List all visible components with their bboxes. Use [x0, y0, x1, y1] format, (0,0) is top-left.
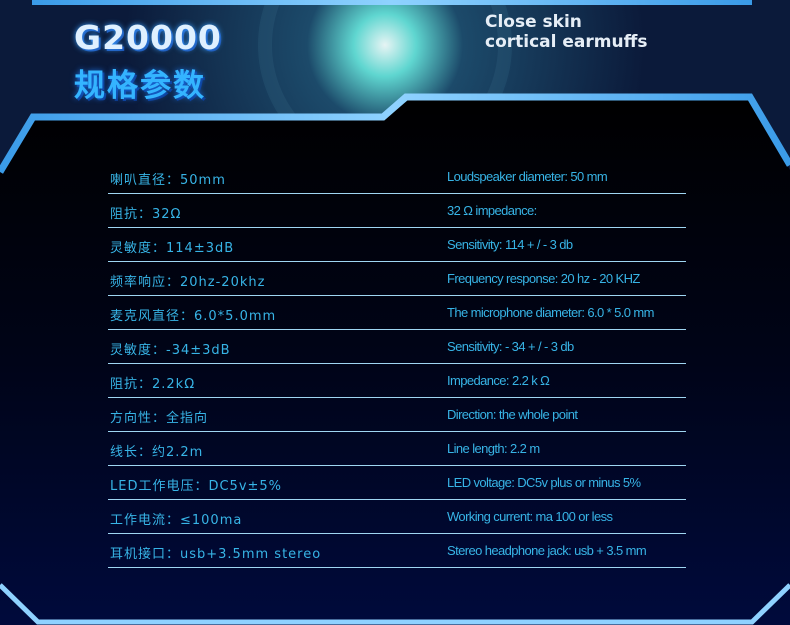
spec-en: Sensitivity: - 34 + / - 3 db — [447, 339, 574, 354]
spec-en: Impedance: 2.2 k Ω — [447, 373, 550, 388]
spec-en: LED voltage: DC5v plus or minus 5% — [447, 475, 641, 490]
spec-row: 工作电流：≤100ma Working current: ma 100 or le… — [108, 500, 686, 534]
spec-row: 阻抗：32Ω 32 Ω impedance: — [108, 194, 686, 228]
spec-en: Direction: the whole point — [447, 407, 578, 422]
spec-row: 方向性：全指向 Direction: the whole point — [108, 398, 686, 432]
spec-row: 线长：约2.2m Line length: 2.2 m — [108, 432, 686, 466]
tagline: Close skin cortical earmuffs — [485, 12, 647, 52]
spec-title: 规格参数 — [74, 68, 206, 104]
spec-en: Working current: ma 100 or less — [447, 509, 613, 524]
spec-row: LED工作电压：DC5v±5% LED voltage: DC5v plus o… — [108, 466, 686, 500]
spec-en: Frequency response: 20 hz - 20 KHZ — [447, 271, 640, 286]
spec-row: 喇叭直径：50mm Loudspeaker diameter: 50 mm — [108, 160, 686, 194]
spec-cn: 耳机接口：usb+3.5mm stereo — [110, 547, 322, 562]
spec-table: 喇叭直径：50mm Loudspeaker diameter: 50 mm 阻抗：3… — [108, 160, 686, 568]
spec-cn: 灵敏度：114±3dB — [110, 241, 235, 256]
spec-cn: 喇叭直径：50mm — [110, 173, 226, 188]
spec-row: 频率响应：20hz-20khz Frequency response: 20 hz… — [108, 262, 686, 296]
spec-cn: 阻抗：32Ω — [110, 207, 182, 222]
tagline-line-1: Close skin — [485, 12, 582, 32]
spec-row: 麦克风直径：6.0*5.0mm The microphone diameter: … — [108, 296, 686, 330]
spec-cn: 麦克风直径：6.0*5.0mm — [110, 309, 277, 324]
spec-en: Stereo headphone jack: usb + 3.5 mm — [447, 543, 647, 558]
spec-en: 32 Ω impedance: — [447, 203, 537, 218]
tagline-line-2: cortical earmuffs — [485, 32, 648, 52]
model-title: G20000 — [74, 18, 222, 57]
spec-en: Loudspeaker diameter: 50 mm — [447, 169, 608, 184]
spec-cn: 工作电流：≤100ma — [110, 513, 243, 528]
spec-cn: 线长：约2.2m — [110, 445, 204, 460]
spec-cn: 方向性：全指向 — [110, 411, 209, 426]
spec-en: Line length: 2.2 m — [447, 441, 540, 456]
spec-cn: LED工作电压：DC5v±5% — [110, 479, 283, 494]
spec-en: The microphone diameter: 6.0 * 5.0 mm — [447, 305, 654, 320]
spec-cn: 阻抗：2.2kΩ — [110, 377, 196, 392]
spec-row: 灵敏度：114±3dB Sensitivity: 114 + / - 3 db — [108, 228, 686, 262]
spec-row: 耳机接口：usb+3.5mm stereo Stereo headphone ja… — [108, 534, 686, 568]
spec-row: 灵敏度：-34±3dB Sensitivity: - 34 + / - 3 db — [108, 330, 686, 364]
spec-en: Sensitivity: 114 + / - 3 db — [447, 237, 573, 252]
spec-cn: 频率响应：20hz-20khz — [110, 275, 266, 290]
spec-row: 阻抗：2.2kΩ Impedance: 2.2 k Ω — [108, 364, 686, 398]
spec-cn: 灵敏度：-34±3dB — [110, 343, 231, 358]
